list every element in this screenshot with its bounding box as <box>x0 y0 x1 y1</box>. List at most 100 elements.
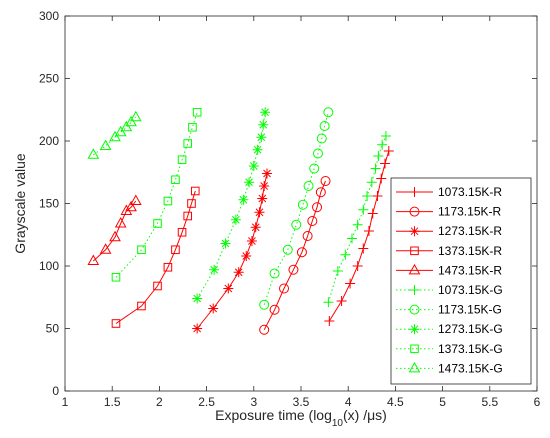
data-point <box>111 319 121 328</box>
series-line <box>327 135 387 303</box>
series-1273.15K-G <box>192 107 271 304</box>
data-point <box>312 148 323 159</box>
x-tick-label: 4 <box>345 395 352 409</box>
data-point <box>352 261 363 271</box>
data-point <box>192 107 202 117</box>
legend-label: 1273.15K-R <box>438 224 502 238</box>
data-point <box>346 233 357 244</box>
y-axis-label: Grayscale value <box>12 153 28 254</box>
data-point <box>171 175 180 185</box>
data-point <box>183 211 193 221</box>
data-point <box>380 131 391 141</box>
series-line <box>92 200 137 262</box>
data-point <box>177 155 187 165</box>
data-point <box>171 245 180 255</box>
data-point <box>370 163 381 174</box>
data-point <box>282 244 293 255</box>
data-point <box>153 281 162 291</box>
data-point <box>120 204 133 215</box>
data-point <box>129 194 142 205</box>
data-point <box>233 267 244 278</box>
x-tick-label: 3.5 <box>293 395 310 409</box>
data-point <box>248 161 259 171</box>
series-1073.15K-G <box>323 131 391 308</box>
data-point <box>376 173 387 184</box>
legend-label: 1273.15K-G <box>438 322 503 336</box>
data-point <box>259 299 270 310</box>
data-point <box>190 186 200 196</box>
data-point <box>109 230 121 242</box>
legend-label: 1073.15K-R <box>438 185 502 199</box>
data-point <box>238 194 249 205</box>
series-1373.15K-R <box>111 186 200 328</box>
x-axis-label-suffix: (x) /μs) <box>343 407 387 423</box>
data-point <box>363 226 374 236</box>
data-point <box>254 207 265 218</box>
legend-marker <box>408 361 421 373</box>
series-1073.15K-R <box>324 146 394 326</box>
legend-marker <box>410 246 419 256</box>
data-point <box>319 121 330 131</box>
data-point <box>336 296 347 306</box>
legend-item: 1373.15K-R <box>396 244 502 258</box>
data-point <box>302 231 313 241</box>
data-point <box>316 133 327 144</box>
data-point <box>320 176 331 186</box>
x-tick-label: 6 <box>534 395 541 409</box>
legend-item: 1273.15K-G <box>396 322 503 336</box>
series-1373.15K-G <box>111 107 202 282</box>
data-point <box>258 119 269 130</box>
legend-item: 1473.15K-R <box>396 263 502 277</box>
data-point <box>358 204 369 215</box>
data-point <box>125 200 137 212</box>
data-point <box>303 181 314 191</box>
legend: 1073.15K-R 1173.15K-R 1273.15K-R 1373.15K-R… <box>390 177 532 385</box>
legend-box <box>390 177 532 385</box>
data-point <box>269 268 280 279</box>
data-point <box>259 181 270 191</box>
series-1473.15K-R <box>87 194 142 265</box>
data-point <box>246 236 257 246</box>
x-tick-label: 5.5 <box>481 395 498 409</box>
data-point <box>99 243 112 254</box>
legend-item: 1273.15K-R <box>396 224 502 238</box>
data-point <box>137 301 146 311</box>
data-point <box>153 219 162 228</box>
data-point <box>291 219 302 230</box>
x-tick-label: 2 <box>156 395 163 409</box>
x-tick-label: 1 <box>62 395 69 409</box>
data-point <box>279 283 290 294</box>
series-line <box>115 112 198 278</box>
y-tick-label: 250 <box>39 72 59 86</box>
x-axis-label-prefix: Exposure time (log <box>215 407 332 423</box>
legend-marker <box>408 263 421 275</box>
legend-label: 1173.15K-G <box>438 303 502 317</box>
data-point <box>259 324 270 335</box>
data-point <box>352 219 363 230</box>
data-point <box>324 316 335 326</box>
x-tick-label: 1.5 <box>104 395 121 409</box>
y-tick-label: 50 <box>46 322 60 336</box>
data-point <box>332 266 343 276</box>
x-tick-label: 3 <box>250 395 257 409</box>
x-axis-label-subscript: 10 <box>332 418 344 429</box>
data-point <box>137 245 146 255</box>
legend-marker <box>409 187 420 197</box>
legend-marker <box>409 324 420 335</box>
data-point <box>307 216 318 226</box>
data-point <box>297 199 308 210</box>
data-point <box>241 251 252 261</box>
legend-item: 1373.15K-G <box>396 342 503 356</box>
data-point <box>269 304 280 315</box>
legend-marker <box>409 285 420 295</box>
data-point <box>252 144 263 155</box>
data-point <box>129 110 142 122</box>
series-1473.15K-G <box>87 110 142 159</box>
series-1173.15K-R <box>259 176 331 335</box>
data-point <box>220 238 231 249</box>
data-point <box>366 177 377 188</box>
legend-marker <box>409 226 420 237</box>
data-point <box>260 107 271 118</box>
data-point <box>362 191 373 201</box>
